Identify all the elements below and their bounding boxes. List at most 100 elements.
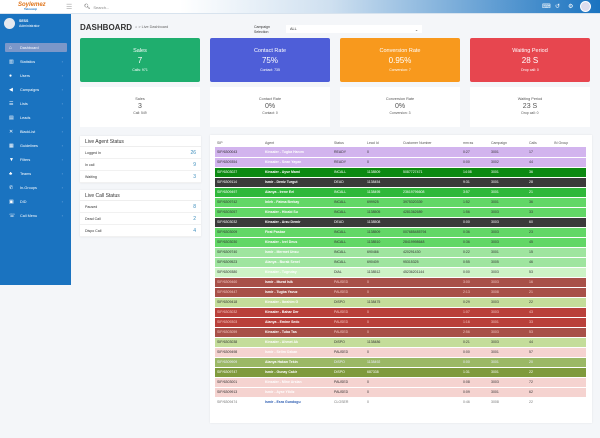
column-header[interactable]: IN Group <box>554 140 569 145</box>
table-row[interactable]: SIP/6303059 Kinsaler - Tuba Tas PAUSED 0 2:5… <box>215 327 586 338</box>
table-row[interactable]: SIP/6309742 Inleh - Fatma Berkay INCALL 699… <box>215 197 586 208</box>
table-row[interactable]: SIP/6309460 Ismir - Murat Isik PAUSED 0 3:00… <box>215 277 586 288</box>
table-row[interactable]: SIP/6303032 Kinsaler - Arzu Demir DEAD 1138… <box>215 217 586 228</box>
cell-agent[interactable]: Alanya Hakan Tekin <box>263 357 332 368</box>
table-row[interactable]: SIP/6300043 Kinsaler - Tugba Hanım READY 0 0… <box>215 147 586 158</box>
cell-agent[interactable]: Alanya - Emine Sedc <box>263 317 332 328</box>
cell-in-group <box>552 147 586 158</box>
column-header[interactable]: Status <box>334 140 344 145</box>
sidebar-item-lists[interactable]: ☰ Lists › <box>5 99 67 108</box>
cell-agent[interactable]: Ismir - Murat Isik <box>263 277 332 288</box>
table-row[interactable]: SIP/6309418 Kinsaler - Ibrahim G DISPO 1138… <box>215 297 586 308</box>
cell-agent[interactable]: Kinsaler - Ayse Mami <box>263 167 332 178</box>
sidebar-item-leads[interactable]: ▤ Leads › <box>5 113 67 122</box>
table-row[interactable]: SIP/6303027 Kinsaler - Ayse Mami INCALL 113… <box>215 167 586 178</box>
cell-campaign: 3001 <box>489 167 527 178</box>
table-row[interactable]: SIP/6309303 Alanya - Emine Sedc PAUSED 0 1:1… <box>215 317 586 328</box>
cell-status: PAUSED <box>332 317 365 328</box>
sidebar-item-users[interactable]: ● Users › <box>5 71 67 80</box>
cell-agent[interactable]: Kinsaler - Arzu Demir <box>263 217 332 228</box>
table-row[interactable]: SIP/6303030 Kinsaler - Ivel Deus INCALL 113… <box>215 237 586 248</box>
breadcrumb[interactable]: ⌂ > Live Dashboard <box>135 25 169 29</box>
table-row[interactable]: SIP/6309497 Alanya - Irene Eel INCALL 11384… <box>215 187 586 198</box>
logo[interactable]: Soylemez Teknoloji <box>18 2 46 11</box>
cell-agent[interactable]: Kinsaler - Ahmet Ak <box>263 337 332 348</box>
column-header[interactable]: Campaign <box>491 140 507 145</box>
cell-agent[interactable]: Firat Pasbar <box>263 227 332 238</box>
cell-agent[interactable]: Kinsaler - Sean Yayan <box>263 157 332 168</box>
cell-agent[interactable]: Kinsaler - Tugrutay <box>263 267 332 278</box>
menu-toggle-icon[interactable]: ☰ <box>66 4 73 11</box>
table-row[interactable]: SIP/6309740 Ismir - Mermet Unsu INCALL 6904… <box>215 247 586 258</box>
status-count[interactable]: 2 <box>193 215 196 222</box>
status-count[interactable]: 3 <box>193 173 196 180</box>
cell-agent[interactable]: Ismir - Deniz Turgut <box>263 177 332 188</box>
column-header[interactable]: Calls <box>529 140 537 145</box>
table-row[interactable]: SIP/6309380 Kinsaler - Tugrutay DIAL 113851… <box>215 267 586 278</box>
cell-agent[interactable]: Ismir - Ayse Yildiz <box>263 387 332 398</box>
cell-agent[interactable]: Ismir - Esra Gundogu <box>263 397 332 408</box>
table-row[interactable]: SIP/6309913 Ismir - Ayse Yildiz PAUSED 0 0:0… <box>215 387 586 398</box>
status-count[interactable]: 8 <box>193 203 196 210</box>
home-icon[interactable]: ⌂ <box>135 25 138 29</box>
cell-customer-number: 95315325 <box>401 257 461 268</box>
sidebar-item-guidelines[interactable]: ▦ Guidelines › <box>5 141 67 150</box>
table-row[interactable]: SIP/6309354 Kinsaler - Sean Yayan READY 0 0:… <box>215 157 586 168</box>
cell-agent[interactable]: Ismir - Mermet Unsu <box>263 247 332 258</box>
table-row[interactable]: SIP/6303009 Firat Pasbar INCALL 1138509 0076… <box>215 227 586 238</box>
cell-calls: 33 <box>527 317 552 328</box>
column-header[interactable]: Agent <box>265 140 275 145</box>
cell-agent[interactable]: Inleh - Fatma Berkay <box>263 197 332 208</box>
table-row[interactable]: SIP/6303057 Kinsaler - Hicabi Su INCALL 113… <box>215 207 586 218</box>
table-row[interactable]: SIP/6309909 Alanya Hakan Tekin DISPO 113849… <box>215 357 586 368</box>
cell-agent[interactable]: Kinsaler - Hicabi Su <box>263 207 332 218</box>
sidebar-item-campaigns[interactable]: ◀ Campaigns › <box>5 85 67 94</box>
cell-agent[interactable]: Ismir - Tugba Yavuz <box>263 287 332 298</box>
cell-agent[interactable]: Ismir - Selim Ozkan <box>263 347 332 358</box>
sidebar-item-filters[interactable]: ▼ Filters › <box>5 155 67 164</box>
column-header[interactable]: Lead Id <box>367 140 379 145</box>
table-row[interactable]: SIP/6303001 Kinsaler - Mine Arslan PAUSED 0… <box>215 377 586 388</box>
cell-agent[interactable]: Kinsaler - Mine Arslan <box>263 377 332 388</box>
stat-card-secondary: Waiting Period 23 S Drop call: 0 <box>470 87 590 127</box>
user-avatar[interactable] <box>580 1 591 12</box>
sidebar-item-statistics[interactable]: ▥ Statistics › <box>5 57 67 66</box>
cell-agent[interactable]: Alanya - Irene Eel <box>263 187 332 198</box>
sidebar-item-blacklist[interactable]: ✕ BlackList › <box>5 127 67 136</box>
table-row[interactable]: SIP/6309474 Ismir - Esra Gundogu CLOSER 0 0:… <box>215 397 586 408</box>
cell-agent[interactable]: Ismir - Gunay Cakir <box>263 367 332 378</box>
column-header[interactable]: mm:ss <box>463 140 474 145</box>
campaign-select[interactable]: ALL ⌄ <box>286 25 422 33</box>
cell-agent[interactable]: Kinsaler - Tugba Hanım <box>263 147 332 158</box>
cell-campaign: 3001 <box>489 177 527 188</box>
table-row[interactable]: SIP/6303038 Kinsaler - Ahmet Ak DISPO 11384… <box>215 337 586 348</box>
table-row[interactable]: SIP/6309114 Ismir - Deniz Turgut DEAD 11384… <box>215 177 586 188</box>
cell-lead-id: 1138508 <box>365 217 401 228</box>
history-icon[interactable]: ↺ <box>555 4 561 10</box>
keyboard-icon[interactable]: ⌨ <box>542 4 551 10</box>
sidebar-item-did[interactable]: ▣ DID › <box>5 197 67 206</box>
status-count[interactable]: 26 <box>190 149 196 156</box>
settings-icon[interactable]: ⚙ <box>568 4 574 10</box>
table-row[interactable]: SIP/6303032 Kinsaler - Bahar Der PAUSED 0 1:… <box>215 307 586 318</box>
table-row[interactable]: SIP/6309498 Ismir - Selim Ozkan PAUSED 0 0:0… <box>215 347 586 358</box>
cell-agent[interactable]: Kinsaler - Tuba Tas <box>263 327 332 338</box>
table-row[interactable]: SIP/6309447 Ismir - Tugba Yavuz PAUSED 0 2:1… <box>215 287 586 298</box>
cell-agent[interactable]: Kinsaler - Bahar Der <box>263 307 332 318</box>
table-row[interactable]: SIP/6309523 Alanya - Burak Senel INCALL 690… <box>215 257 586 268</box>
table-row[interactable]: SIP/6309747 Ismir - Gunay Cakir DISPO 68733… <box>215 367 586 378</box>
cell-agent[interactable]: Alanya - Burak Senel <box>263 257 332 268</box>
cell-agent[interactable]: Kinsaler - Ivel Deus <box>263 237 332 248</box>
sidebar-item-in-groups[interactable]: ✆ In-Groups › <box>5 183 67 192</box>
sidebar-item-teams[interactable]: ♣ Teams › <box>5 169 67 178</box>
search-input[interactable]: 🔍︎ Search... <box>84 2 194 12</box>
sidebar-item-call-menu[interactable]: ☏ Call Menu › <box>5 211 67 220</box>
status-count[interactable]: 4 <box>193 227 196 234</box>
status-count[interactable]: 9 <box>193 161 196 168</box>
column-header[interactable]: Customer Number <box>403 140 432 145</box>
cell-agent[interactable]: Kinsaler - Ibrahim G <box>263 297 332 308</box>
column-header[interactable]: SIP <box>217 140 223 145</box>
sidebar-item-dashboard[interactable]: ⌂ Dashboard <box>5 43 67 52</box>
did-icon: ▣ <box>9 198 14 205</box>
card-sub: Calls: 971 <box>132 68 148 72</box>
